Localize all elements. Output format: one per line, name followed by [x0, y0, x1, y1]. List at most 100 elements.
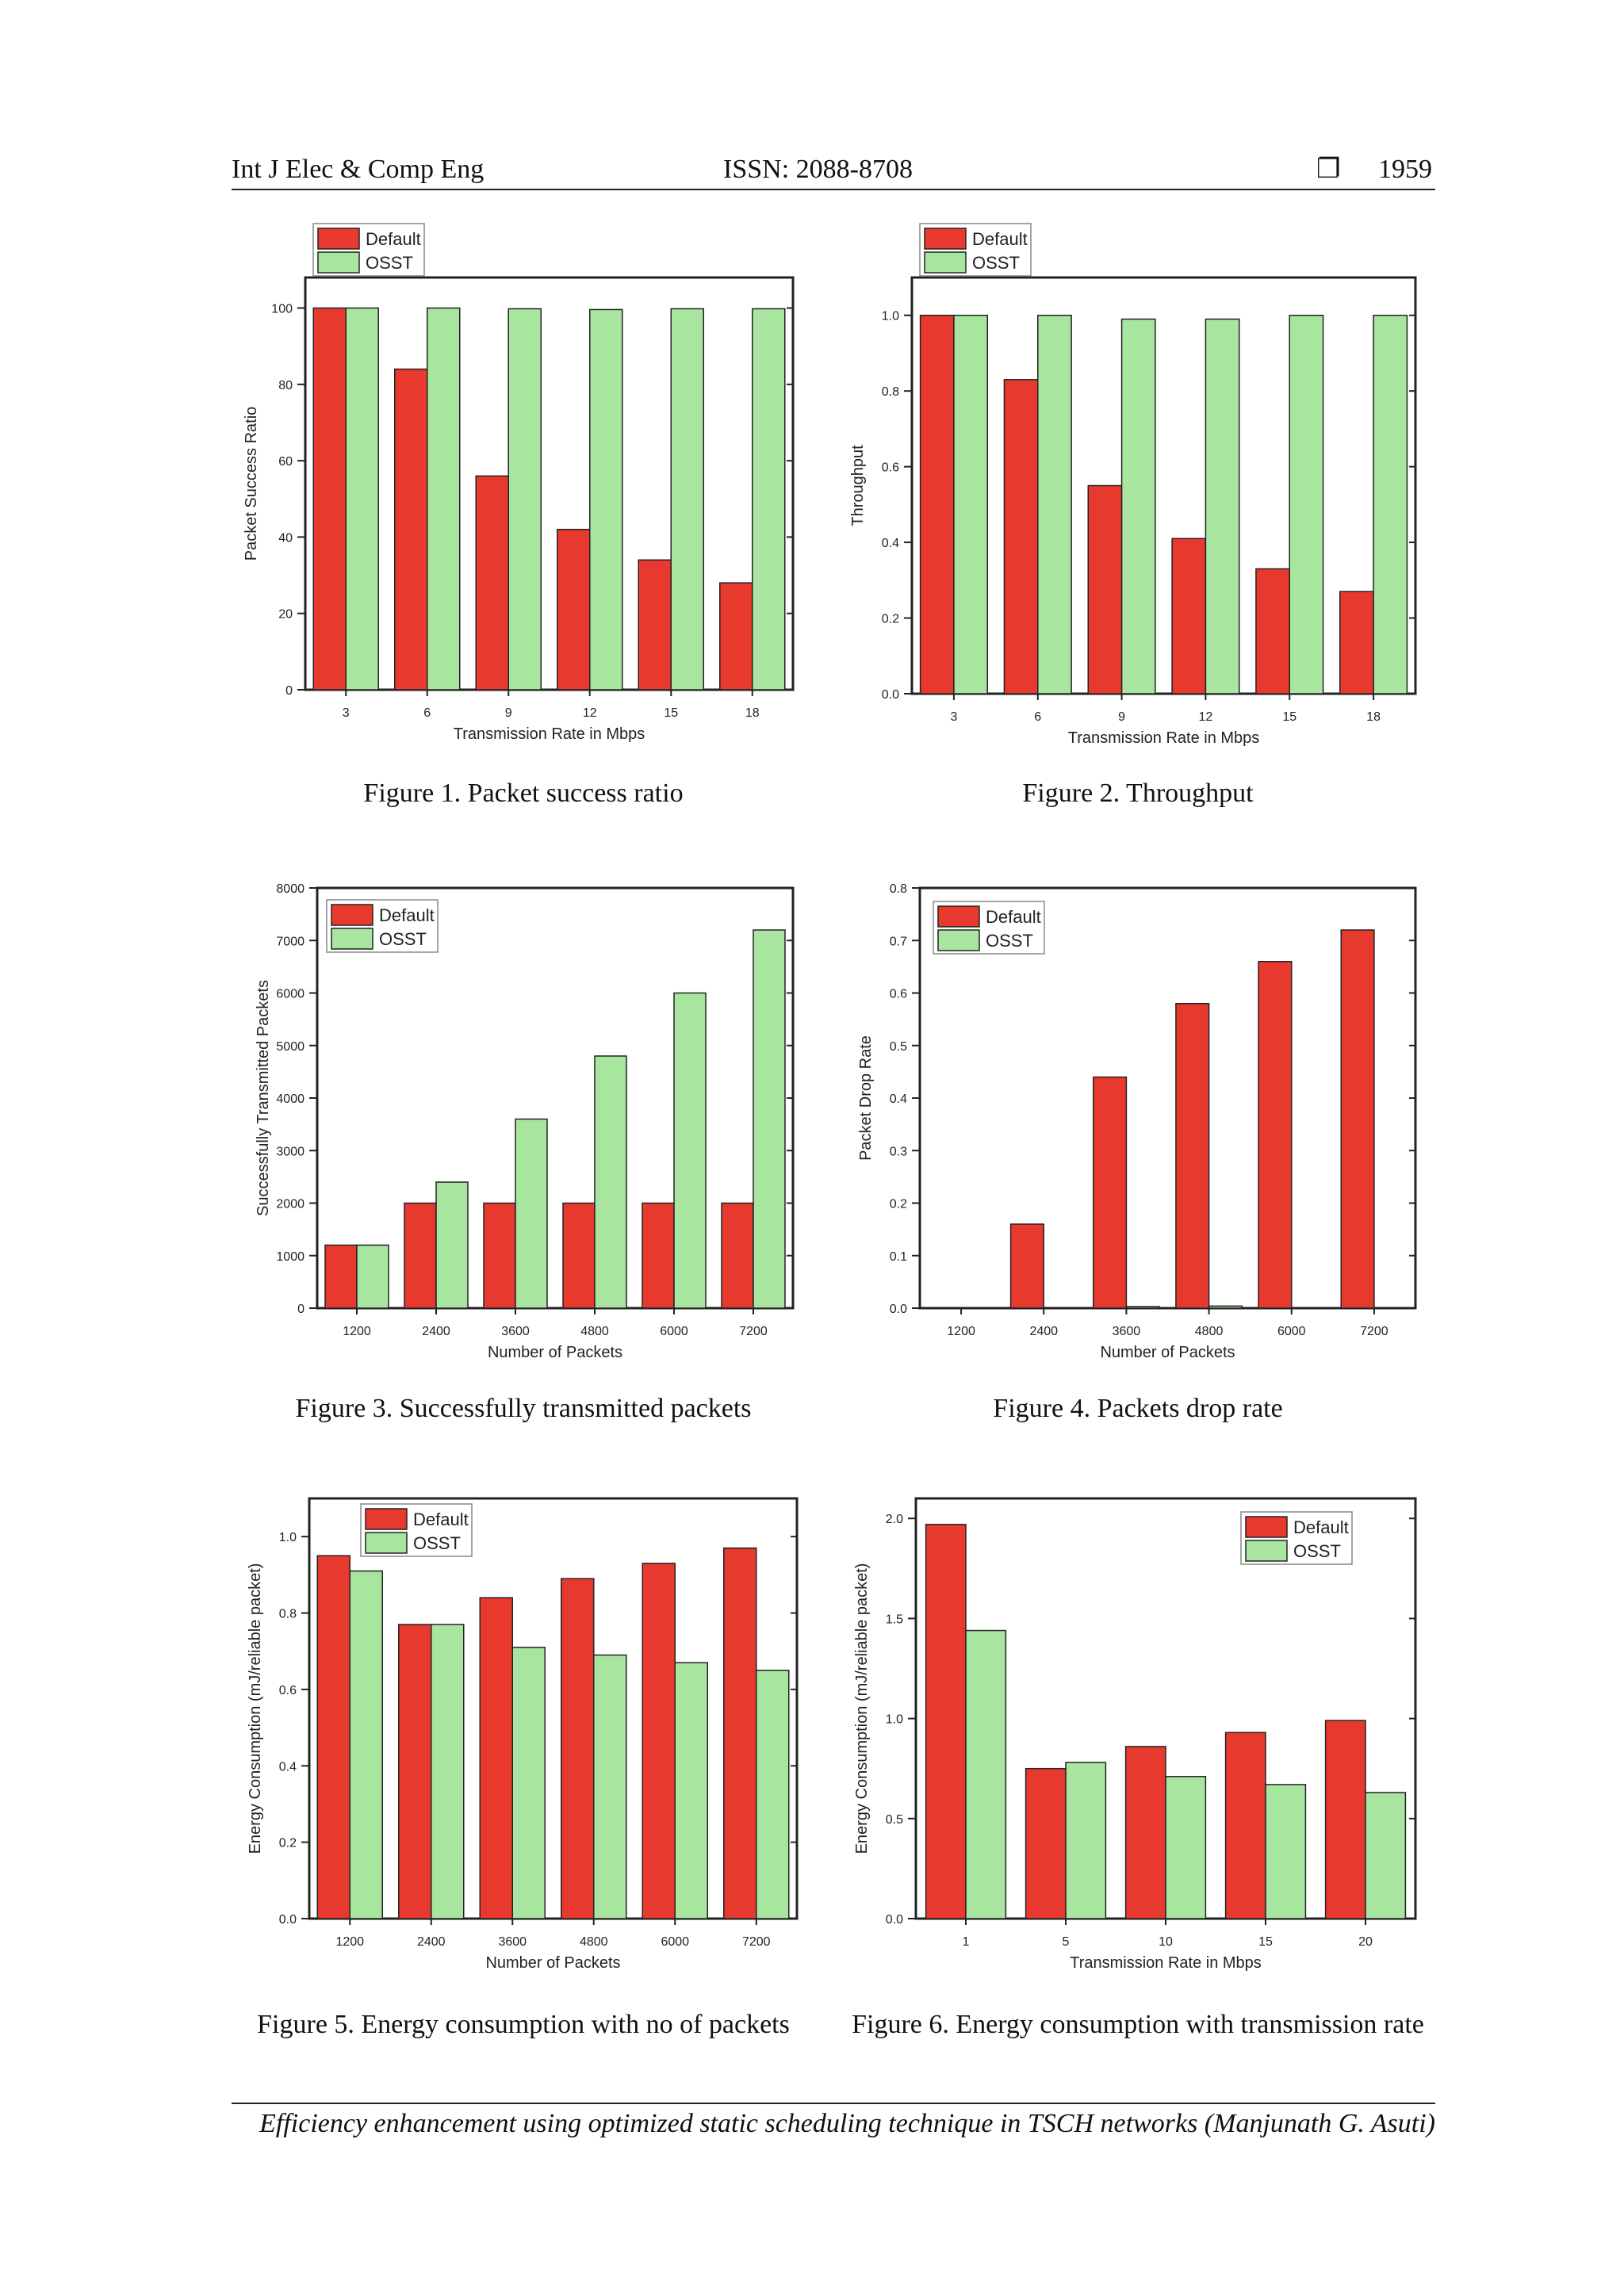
- legend-swatch: [937, 929, 980, 951]
- bar-default: [1175, 1003, 1210, 1309]
- bar-osst: [593, 1654, 627, 1919]
- bar-default: [1171, 538, 1207, 695]
- bar-default: [324, 1244, 358, 1309]
- legend-label: Default: [379, 905, 435, 925]
- bar-osst: [511, 1647, 546, 1919]
- bar-osst: [1125, 1306, 1160, 1309]
- bar-default: [723, 1547, 757, 1919]
- bar-default: [1009, 1223, 1044, 1309]
- x-tick-label: 6000: [661, 1935, 689, 1949]
- chart-packet-success-ratio: 0 20 40 60 80 100 3 6 9 12 15 18 Transmission Rate i…: [243, 223, 795, 743]
- legend-swatch: [365, 1508, 408, 1530]
- legend-label: OSST: [366, 253, 413, 273]
- page-number: 1959: [1378, 155, 1432, 184]
- page-header: Int J Elec & Comp Eng ISSN: 2088-8708 ❐ …: [232, 151, 1435, 190]
- x-tick-label: 6: [1034, 710, 1041, 724]
- legend-swatch: [1245, 1516, 1288, 1538]
- bar-osst: [1165, 1776, 1207, 1919]
- y-tick-label: 80: [278, 379, 293, 392]
- bar-default: [1255, 568, 1291, 695]
- y-tick-label: 0.8: [882, 385, 899, 399]
- x-tick-label: 4800: [580, 1325, 609, 1338]
- bar-osst: [1037, 314, 1072, 695]
- x-tick-label: 10: [1159, 1935, 1173, 1949]
- legend-label: OSST: [986, 931, 1033, 951]
- y-tick-label: 0.5: [886, 1813, 903, 1827]
- bar-osst: [1208, 1305, 1243, 1309]
- figure-caption: Figure 3. Successfully transmitted packe…: [295, 1394, 752, 1423]
- bar-osst: [673, 992, 707, 1309]
- bar-default: [638, 559, 672, 691]
- legend-swatch: [331, 928, 373, 950]
- legend-swatch: [937, 905, 980, 928]
- x-tick-label: 7200: [739, 1325, 768, 1338]
- bar-default: [475, 475, 509, 691]
- legend-label: Default: [986, 907, 1041, 927]
- legend-swatch: [317, 228, 360, 250]
- legend-label: Default: [972, 229, 1028, 249]
- y-tick-label: 5000: [276, 1040, 304, 1054]
- bar-osst: [508, 308, 542, 691]
- y-tick-label: 7000: [276, 935, 304, 948]
- y-tick-label: 0.1: [890, 1250, 907, 1264]
- issn: ISSN: 2088-8708: [723, 155, 913, 184]
- y-tick-label: 0: [285, 684, 293, 698]
- x-tick-label: 3: [950, 710, 957, 724]
- bar-osst: [756, 1670, 790, 1919]
- x-tick-label: 1: [963, 1935, 970, 1949]
- legend-label: Default: [1293, 1517, 1349, 1537]
- bar-osst: [1365, 1792, 1407, 1919]
- bar-osst: [1373, 314, 1408, 695]
- bar-osst: [515, 1118, 548, 1309]
- x-tick-label: 18: [1366, 710, 1381, 724]
- bar-default: [642, 1563, 676, 1919]
- x-tick-label: 1200: [335, 1935, 364, 1949]
- y-tick-label: 6000: [276, 988, 304, 1001]
- x-tick-label: 3600: [501, 1325, 530, 1338]
- bar-osst: [1265, 1784, 1307, 1919]
- y-tick-label: 0.4: [882, 537, 899, 550]
- y-tick-label: 1.0: [882, 310, 899, 323]
- x-tick-label: 6000: [1277, 1325, 1306, 1338]
- y-tick-label: 0.0: [886, 1913, 903, 1927]
- x-tick-label: 20: [1358, 1935, 1373, 1949]
- x-tick-label: 6000: [660, 1325, 688, 1338]
- y-axis-label: Packet Drop Rate: [857, 1035, 875, 1161]
- bar-osst: [1205, 318, 1240, 695]
- legend-swatch: [317, 251, 360, 274]
- legend-swatch: [924, 228, 967, 250]
- x-tick-label: 4800: [580, 1935, 608, 1949]
- x-tick-label: 7200: [1360, 1325, 1388, 1338]
- bar-default: [1003, 379, 1039, 695]
- bar-default: [483, 1202, 516, 1309]
- bar-default: [562, 1202, 596, 1309]
- bar-osst: [427, 307, 461, 691]
- y-tick-label: 0.2: [882, 613, 899, 626]
- chart-packet-drop-rate: 0.0 0.1 0.2 0.3 0.4 0.5 0.6 0.7 0.8 1200 2400 3600 4…: [857, 882, 1417, 1361]
- legend-label: OSST: [972, 253, 1020, 273]
- bar-default: [1124, 1746, 1166, 1919]
- y-axis-label: Throughput: [849, 445, 867, 526]
- y-tick-label: 1.5: [886, 1613, 903, 1626]
- legend-label: Default: [366, 229, 421, 249]
- figure-caption: Figure 6. Energy consumption with transm…: [852, 2010, 1424, 2039]
- bar-default: [479, 1597, 513, 1919]
- x-tick-label: 15: [664, 706, 678, 720]
- x-tick-label: 15: [1282, 710, 1297, 724]
- bar-default: [316, 1555, 350, 1919]
- bar-osst: [356, 1244, 389, 1309]
- x-tick-label: 2400: [422, 1325, 450, 1338]
- chart-successfully-transmitted-packets: 0 1000 2000 3000 4000 5000 6000 7000 8000 1200 240…: [255, 882, 795, 1361]
- y-tick-label: 0.2: [279, 1837, 297, 1850]
- x-axis-label: Number of Packets: [488, 1344, 622, 1361]
- y-tick-label: 0.8: [279, 1608, 297, 1621]
- y-tick-label: 0.0: [882, 688, 899, 702]
- x-axis-label: Transmission Rate in Mbps: [1068, 729, 1260, 747]
- x-tick-label: 18: [745, 706, 760, 720]
- x-axis-label: Number of Packets: [1100, 1344, 1235, 1361]
- y-tick-label: 0.5: [890, 1040, 907, 1054]
- y-tick-label: 40: [278, 531, 293, 545]
- legend-label: OSST: [1293, 1541, 1341, 1561]
- y-axis-label: Energy Consumption (mJ/reliable packet): [853, 1563, 871, 1854]
